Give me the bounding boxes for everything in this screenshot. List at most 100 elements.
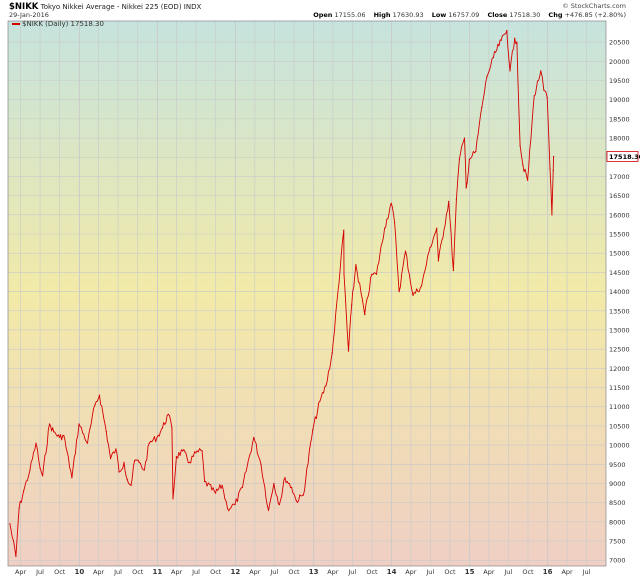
price-point <box>394 221 396 224</box>
price-point <box>429 246 431 249</box>
price-point <box>214 492 217 494</box>
close-label: Close <box>487 11 508 19</box>
x-tick-label: Apr <box>483 568 495 576</box>
price-point <box>29 469 31 471</box>
price-point <box>325 385 327 387</box>
x-tick-label: Jul <box>113 568 122 576</box>
x-tick-label: Apr <box>561 568 573 576</box>
y-tick-label: 10000 <box>609 442 630 450</box>
y-tick-label: 16000 <box>609 211 630 219</box>
price-point <box>437 260 440 262</box>
x-tick-label: Apr <box>327 568 339 576</box>
price-point <box>23 490 25 492</box>
price-point <box>475 150 477 153</box>
price-point <box>291 486 293 488</box>
x-tick-label: 15 <box>465 568 475 576</box>
y-tick-label: 18000 <box>609 135 630 143</box>
price-point <box>398 290 400 293</box>
price-point <box>182 450 184 452</box>
brand-watermark: © StockCharts.com <box>562 2 626 10</box>
x-tick-label: 16 <box>543 568 553 576</box>
y-tick-label: 15500 <box>609 231 630 239</box>
price-point <box>468 158 471 160</box>
price-point <box>9 523 11 525</box>
axes: 7000 7500 8000 8500 9000 9500 10000 10500 11000 1… <box>7 20 630 576</box>
price-point <box>343 273 345 275</box>
x-tick-label: Oct <box>288 568 300 576</box>
x-tick-label: Oct <box>444 568 456 576</box>
price-point <box>42 475 44 477</box>
x-tick-label: 11 <box>153 568 163 576</box>
price-point <box>455 198 457 201</box>
plot-area <box>8 21 606 566</box>
x-tick-label: Jul <box>269 568 278 576</box>
chart-header: $NIKK Tokyo Nikkei Average - Nikkei 225 … <box>0 0 640 20</box>
price-point <box>143 469 145 471</box>
price-point <box>273 482 275 485</box>
chart-title: $NIKK Tokyo Nikkei Average - Nikkei 225 … <box>9 2 201 12</box>
price-point <box>533 95 535 97</box>
low-label: Low <box>431 11 447 19</box>
price-point <box>105 431 107 433</box>
price-point <box>540 70 542 72</box>
y-tick-label: 11000 <box>609 403 630 411</box>
price-point <box>130 484 132 487</box>
price-point <box>234 503 236 506</box>
price-point <box>58 436 61 439</box>
price-point <box>201 450 203 452</box>
price-point <box>492 56 494 59</box>
price-point <box>458 158 460 160</box>
price-point <box>109 457 112 460</box>
high-value: 17630.93 <box>392 11 424 19</box>
price-point <box>204 480 206 483</box>
y-tick-label: 14500 <box>609 269 630 277</box>
open-label: Open <box>313 11 333 19</box>
price-point <box>420 285 423 287</box>
legend-swatch <box>12 23 20 25</box>
last-value-box <box>606 151 639 162</box>
price-point <box>175 456 178 458</box>
price-point <box>188 461 191 463</box>
price-point <box>71 477 73 479</box>
price-point <box>351 304 353 306</box>
grid-lines <box>8 21 606 566</box>
price-point <box>375 273 378 275</box>
price-point <box>278 503 281 506</box>
y-tick-label: 19500 <box>609 77 630 85</box>
price-point <box>123 461 125 463</box>
price-point <box>347 350 350 352</box>
price-point <box>138 461 140 463</box>
price-point <box>167 413 169 415</box>
y-tick-label: 19000 <box>609 96 630 104</box>
price-point <box>115 448 117 450</box>
last-value-tag-layer: 17518.30 <box>606 151 640 162</box>
price-point <box>156 436 158 439</box>
y-tick-label: 17000 <box>609 173 630 181</box>
x-tick-label: Oct <box>366 568 378 576</box>
price-point <box>500 39 502 41</box>
price-point <box>161 427 164 429</box>
x-tick-label: Apr <box>405 568 417 576</box>
price-point <box>509 70 511 72</box>
price-point <box>35 442 37 444</box>
price-point <box>241 486 244 488</box>
price-point <box>302 494 304 496</box>
index-name: Tokyo Nikkei Average - Nikkei 225 (EOD) … <box>40 3 202 11</box>
x-tick-label: Jul <box>347 568 356 576</box>
price-point <box>481 106 483 108</box>
y-tick-label: 20000 <box>609 58 630 66</box>
y-tick-label: 7500 <box>609 538 626 546</box>
price-point <box>94 404 96 406</box>
high-label: High <box>373 11 391 19</box>
price-point <box>39 467 41 469</box>
y-tick-label: 20500 <box>609 39 630 47</box>
price-point <box>15 555 17 558</box>
price-point <box>221 484 223 487</box>
y-tick-label: 11500 <box>609 384 630 392</box>
x-tick-label: Apr <box>171 568 183 576</box>
price-point <box>412 294 414 297</box>
y-tick-label: 13000 <box>609 326 630 334</box>
price-point <box>226 507 229 510</box>
price-point <box>312 429 314 431</box>
